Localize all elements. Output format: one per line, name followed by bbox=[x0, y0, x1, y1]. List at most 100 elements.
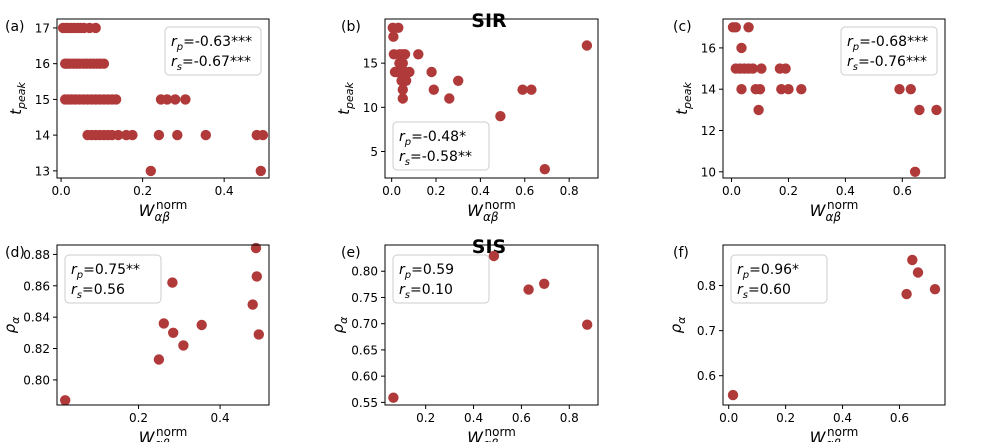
stat-rs: rs=-0.67*** bbox=[171, 54, 251, 73]
x-axis-label: Wαβnorm bbox=[810, 198, 859, 224]
panel-b: 0.0 0.2 0.4 0.6 0.8 5 10 15 (b) Wαβnorm tpeak rp=-0… bbox=[335, 18, 599, 224]
data-point bbox=[539, 164, 550, 175]
scatter-points bbox=[388, 250, 593, 403]
data-point bbox=[931, 104, 942, 116]
legend-box bbox=[840, 26, 938, 76]
data-point bbox=[780, 63, 791, 74]
data-point bbox=[526, 84, 537, 95]
x-tick-label: 0.6 bbox=[893, 184, 912, 198]
stats-legend: rp=-0.68***rs=-0.76*** bbox=[840, 26, 938, 76]
stat-rp: rp=0.96* bbox=[737, 262, 799, 281]
panel-a: 0.0 0.2 0.4 13 14 15 16 17 (a) Wαβnorm tpeak rp=-0.… bbox=[5, 18, 270, 224]
y-tick-label: 0.65 bbox=[351, 343, 378, 357]
data-point bbox=[796, 84, 807, 95]
x-tick-label: 0.0 bbox=[52, 184, 71, 198]
x-tick-label: 0.2 bbox=[426, 184, 445, 198]
data-point bbox=[250, 242, 262, 254]
data-point bbox=[783, 84, 794, 95]
data-point bbox=[730, 22, 741, 33]
data-point bbox=[756, 63, 767, 74]
data-point bbox=[753, 104, 764, 116]
x-tick-label: 0.4 bbox=[211, 411, 230, 425]
y-tick-label: 15 bbox=[35, 93, 50, 107]
x-tick-label: 0.4 bbox=[836, 184, 855, 198]
stat-rp: rp=-0.48* bbox=[399, 129, 466, 148]
legend-box bbox=[392, 254, 490, 304]
x-axis-label: Wαβnorm bbox=[139, 425, 188, 442]
y-tick-label: 15 bbox=[363, 57, 378, 71]
data-point bbox=[397, 58, 408, 69]
x-tick-label: 0.0 bbox=[719, 411, 738, 425]
scatter-points bbox=[727, 22, 942, 177]
x-tick-label: 0.8 bbox=[560, 184, 579, 198]
data-point bbox=[59, 395, 71, 406]
data-point bbox=[158, 318, 169, 329]
panel-e: 0.2 0.4 0.6 0.8 0.55 0.60 0.65 0.70 0.75 0.80 (e) W… bbox=[329, 244, 599, 442]
axes-frame bbox=[722, 244, 946, 406]
data-point bbox=[178, 340, 189, 351]
data-point bbox=[180, 94, 191, 105]
panel-d: 0.2 0.4 0.80 0.82 0.84 0.86 0.88(d) Wαβnorm ρα rp… bbox=[1, 242, 270, 442]
data-point bbox=[901, 288, 912, 300]
data-point bbox=[200, 129, 211, 141]
data-point bbox=[167, 277, 178, 288]
y-tick-label: 14 bbox=[701, 83, 716, 97]
data-point bbox=[517, 84, 528, 95]
legend-box bbox=[730, 254, 828, 304]
data-point bbox=[196, 319, 207, 331]
x-tick-label: 0.0 bbox=[722, 184, 741, 198]
data-point bbox=[488, 250, 500, 262]
data-point bbox=[161, 94, 173, 105]
panel-label: (f) bbox=[673, 245, 689, 261]
data-point bbox=[444, 93, 455, 104]
data-point bbox=[907, 254, 918, 266]
data-point bbox=[153, 354, 165, 365]
x-tick-label: 0.0 bbox=[382, 184, 401, 198]
data-point bbox=[582, 319, 593, 330]
panel-label: (b) bbox=[341, 19, 361, 35]
data-point bbox=[393, 22, 404, 33]
x-tick-label: 0.6 bbox=[890, 411, 909, 425]
data-point bbox=[397, 93, 408, 104]
data-point bbox=[153, 129, 165, 141]
y-tick-label: 0.88 bbox=[23, 248, 50, 262]
stats-legend: rp=-0.63***rs=-0.67*** bbox=[164, 26, 262, 76]
axes-frame bbox=[384, 18, 599, 179]
stats-legend: rp=0.75**rs=0.56 bbox=[64, 254, 162, 304]
legend-box bbox=[164, 26, 262, 76]
y-tick-label: 0.82 bbox=[23, 342, 50, 356]
y-tick-label: 0.60 bbox=[351, 370, 378, 384]
y-tick-label: 0.86 bbox=[23, 279, 50, 293]
y-tick-label: 12 bbox=[701, 124, 716, 138]
y-tick-label: 0.6 bbox=[697, 369, 716, 383]
stat-rp: rp=-0.63*** bbox=[171, 34, 252, 53]
x-tick-label: 0.4 bbox=[833, 411, 852, 425]
legend-box bbox=[64, 254, 162, 304]
data-point bbox=[388, 31, 399, 42]
x-axis-label: Wαβnorm bbox=[139, 198, 188, 224]
data-point bbox=[736, 42, 747, 54]
x-tick-label: 0.2 bbox=[416, 411, 435, 425]
stat-rp: rp=-0.68*** bbox=[847, 34, 928, 53]
x-axis-label: Wαβnorm bbox=[467, 198, 516, 224]
stat-rs: rs=0.10 bbox=[399, 282, 453, 301]
data-point bbox=[253, 329, 264, 340]
axes-frame bbox=[56, 244, 270, 406]
scatter-points bbox=[387, 22, 593, 175]
y-tick-label: 10 bbox=[363, 101, 378, 115]
data-point bbox=[581, 40, 593, 51]
y-tick-label: 17 bbox=[35, 21, 50, 35]
data-point bbox=[539, 278, 550, 289]
data-point bbox=[172, 129, 183, 141]
data-point bbox=[145, 165, 156, 177]
data-point bbox=[743, 22, 754, 33]
data-point bbox=[400, 75, 412, 87]
data-point bbox=[894, 84, 905, 95]
stat-rp: rp=0.75** bbox=[71, 262, 140, 281]
stat-rs: rs=-0.58** bbox=[399, 149, 472, 168]
data-point bbox=[168, 327, 179, 338]
data-point bbox=[399, 49, 411, 60]
panel-label: (a) bbox=[5, 19, 25, 35]
axes-frame bbox=[56, 18, 270, 179]
data-point bbox=[912, 267, 924, 278]
